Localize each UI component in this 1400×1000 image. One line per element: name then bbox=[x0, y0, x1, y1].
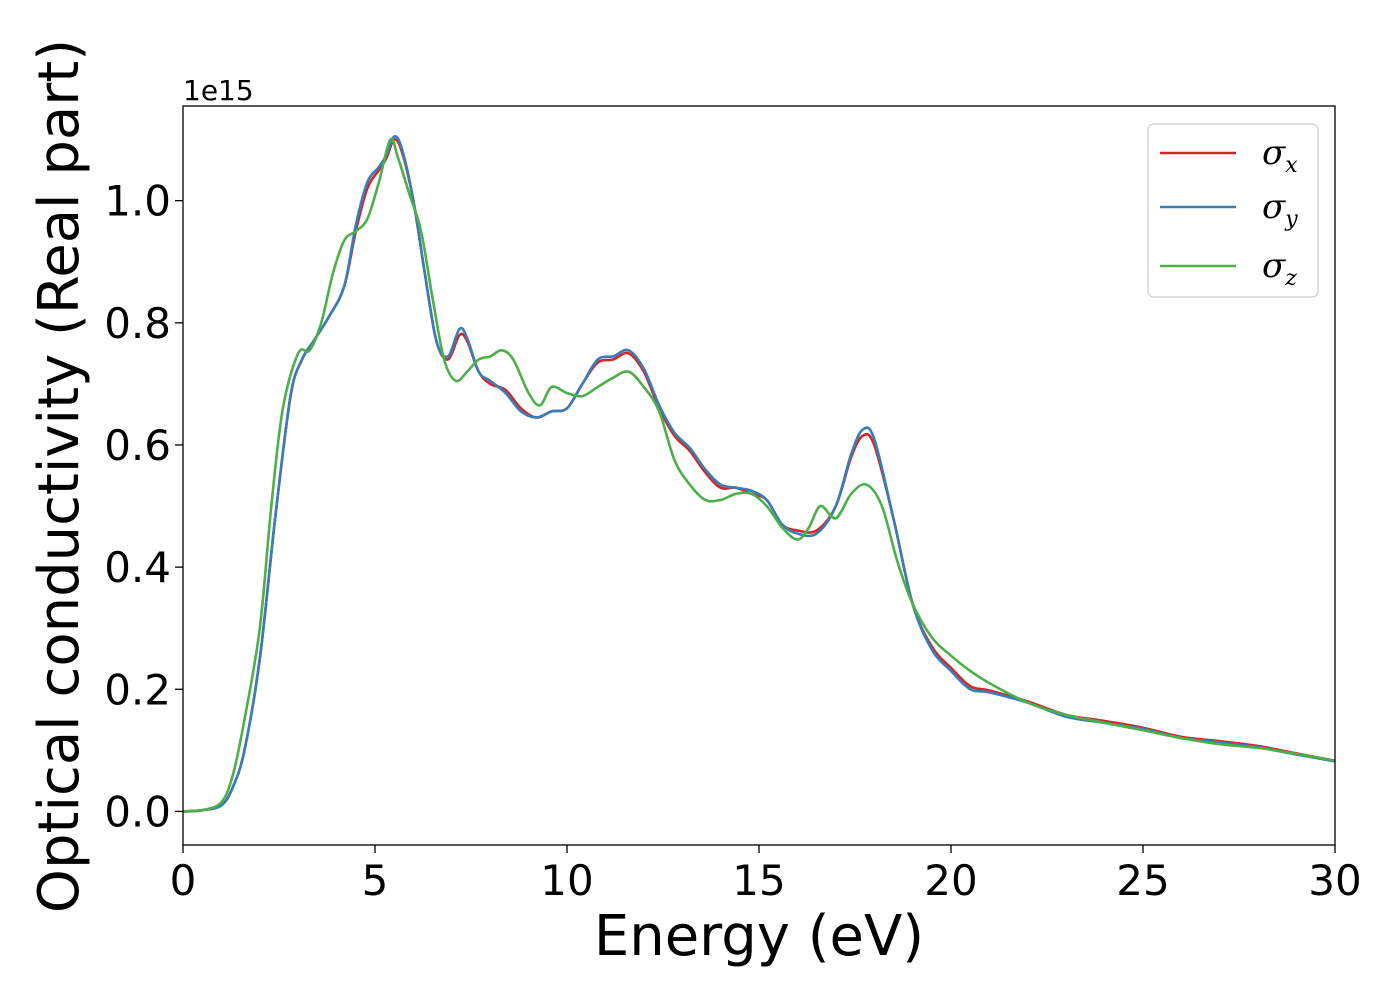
x-ticks: 0 5 10 15 20 25 30 bbox=[170, 845, 1362, 905]
y-tick-label: 0.0 bbox=[104, 787, 171, 836]
legend-frame bbox=[1147, 123, 1319, 298]
x-tick-label: 0 bbox=[170, 856, 197, 905]
y-tick-label: 0.6 bbox=[104, 421, 171, 470]
x-axis-title: Energy (eV) bbox=[594, 904, 924, 969]
x-tick-label: 30 bbox=[1308, 856, 1361, 905]
series-line-y bbox=[183, 135, 1335, 813]
series-line-z bbox=[183, 137, 1335, 813]
y-tick-label: 1.0 bbox=[104, 177, 171, 226]
y-ticks: 0.0 0.2 0.4 0.6 0.8 1.0 bbox=[104, 177, 183, 836]
y-offset-label: 1e15 bbox=[183, 74, 254, 107]
x-tick-label: 10 bbox=[540, 856, 593, 905]
x-tick-label: 25 bbox=[1116, 856, 1169, 905]
y-tick-label: 0.8 bbox=[104, 299, 171, 348]
y-tick-label: 0.4 bbox=[104, 543, 171, 592]
x-tick-label: 15 bbox=[732, 856, 785, 905]
x-tick-label: 20 bbox=[924, 856, 977, 905]
y-tick-label: 0.2 bbox=[104, 665, 171, 714]
series-layer bbox=[183, 135, 1335, 813]
y-axis-title: Optical conductivity (Real part) bbox=[27, 39, 92, 913]
x-tick-label: 5 bbox=[362, 856, 389, 905]
